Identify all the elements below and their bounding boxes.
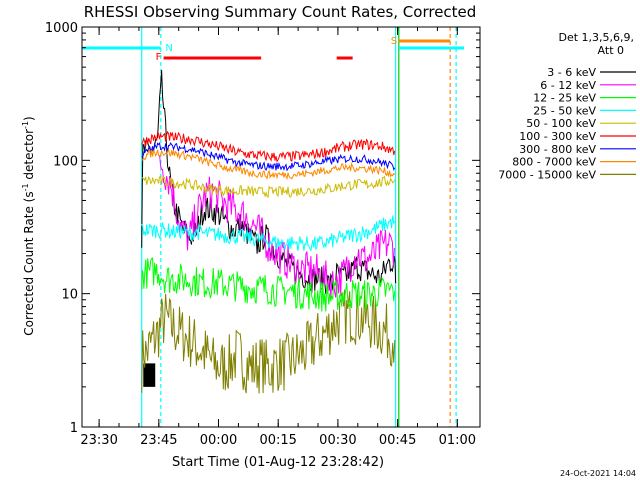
legend-label-5: 100 - 300 keV <box>519 130 596 143</box>
series-50to100keV-line <box>141 175 396 199</box>
legend-label-0: 3 - 6 keV <box>547 66 596 79</box>
x-tick-label-6: 01:00 <box>439 433 476 448</box>
y-axis-label-main: Corrected Count Rate (s <box>22 191 36 335</box>
legend-label-7: 800 - 7000 keV <box>512 156 596 169</box>
marker-s: S <box>391 36 397 47</box>
timestamp-annotation: 24-Oct-2021 14:04 <box>560 469 636 478</box>
legend-title-line1: Det 1,3,5,6,9, <box>558 31 634 44</box>
y-axis-label: Corrected Count Rate (s-1 detector-1) <box>21 116 36 335</box>
legend-label-2: 12 - 25 keV <box>533 92 596 105</box>
x-tick-label-3: 00:15 <box>259 433 296 448</box>
series-7000to15000keV-line <box>141 289 396 394</box>
y-tick-label-1: 10 <box>61 288 78 303</box>
y-tick-label-0: 1 <box>70 421 78 436</box>
x-tick-label-0: 23:30 <box>80 433 117 448</box>
marker-f: F <box>156 52 162 63</box>
legend-label-3: 25 - 50 keV <box>533 104 596 117</box>
chart-title: RHESSI Observing Summary Count Rates, Co… <box>84 3 477 21</box>
y-tick-label-3: 1000 <box>45 21 78 36</box>
y-axis-label-mid: detector <box>22 129 36 184</box>
legend-title-line2: Att 0 <box>598 44 624 57</box>
x-tick-label-5: 00:45 <box>379 433 416 448</box>
legend-label-4: 50 - 100 keV <box>526 117 596 130</box>
series-25to50keV-line <box>141 215 396 252</box>
x-axis-label: Start Time (01-Aug-12 23:28:42) <box>172 455 384 470</box>
y-axis-label-end: ) <box>22 116 36 121</box>
y-tick-label-2: 100 <box>53 154 78 169</box>
x-tick-label-2: 00:00 <box>200 433 237 448</box>
series-800to7000keV-line <box>141 148 396 181</box>
legend-label-1: 6 - 12 keV <box>540 79 596 92</box>
legend-label-6: 300 - 800 keV <box>519 143 596 156</box>
plot-frame <box>81 26 481 428</box>
y-axis-label-sup2: -1 <box>21 121 30 129</box>
y-axis-label-sup1: -1 <box>21 183 30 191</box>
marker-n: N <box>165 43 172 54</box>
series-100to300keV-line <box>141 130 396 163</box>
series-12to25keV-line <box>141 257 396 312</box>
legend-label-8: 7000 - 15000 keV <box>498 168 596 181</box>
series-6to12keV-line <box>159 154 395 301</box>
series-300to800keV-line <box>141 141 396 172</box>
low-energy-block <box>143 363 156 387</box>
x-tick-label-1: 23:45 <box>140 433 177 448</box>
x-tick-label-4: 00:30 <box>319 433 356 448</box>
